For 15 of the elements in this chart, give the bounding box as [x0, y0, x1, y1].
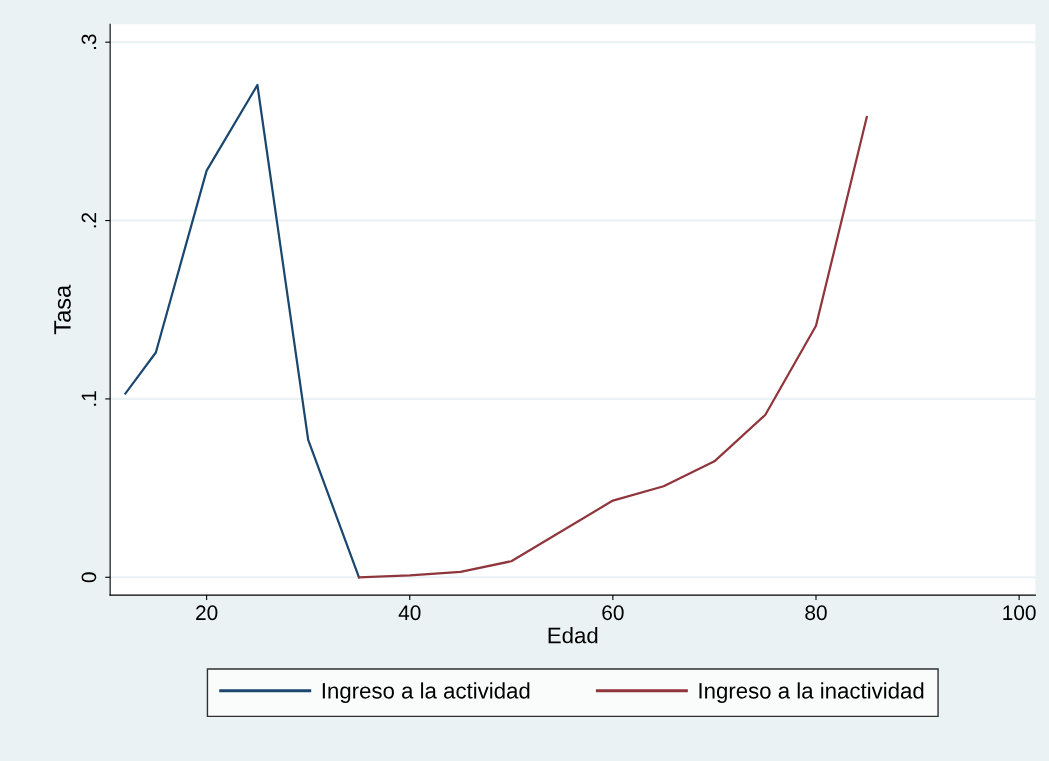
x-tick-label: 80 [805, 605, 827, 621]
legend-label: Ingreso a la inactividad [699, 682, 924, 704]
y-tick-label: 0 [81, 572, 97, 583]
y-tick-label: .2 [81, 212, 97, 228]
x-tick-label: 60 [602, 605, 624, 621]
y-axis-title: Tasa [54, 284, 71, 335]
x-tick-label: 100 [1003, 605, 1036, 621]
line-series [357, 115, 868, 579]
line-series [124, 83, 361, 579]
legend-label: Ingreso a la actividad [322, 682, 530, 704]
y-tick-label: .1 [81, 391, 97, 406]
x-tick-label: 20 [196, 605, 218, 621]
y-tick-label: .3 [81, 34, 97, 49]
x-tick-label: 40 [398, 605, 421, 621]
x-axis-title: Edad [548, 627, 598, 644]
